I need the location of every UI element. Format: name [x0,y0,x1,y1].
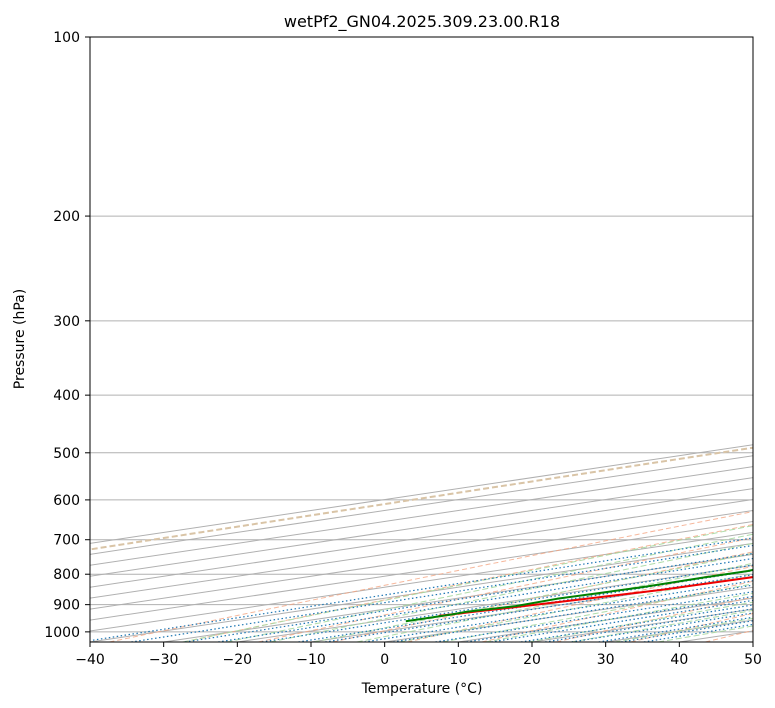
y-tick-label: 600 [53,493,80,509]
isotherm-line [90,444,753,544]
mixing-ratio-line [261,564,753,642]
chart-title: wetPf2_GN04.2025.309.23.00.R18 [284,12,560,32]
isotherm-line [531,608,753,642]
reference-curve-line [90,446,753,551]
isotherm-line [752,641,753,642]
mixing-ratio-line [491,599,753,642]
y-tick-label: 100 [53,30,80,46]
dry-adiabat-line [258,537,753,642]
isotherm-line [90,499,753,599]
isotherm-line [90,509,753,610]
temperature-line [438,576,753,617]
moist-adiabat-line [182,525,753,642]
y-tick-label: 700 [53,533,80,549]
y-tick-label: 300 [53,314,80,330]
isotherm-line [90,466,753,566]
x-axis: −40 −30 −20 −10 0 10 20 30 40 50 [75,642,762,668]
moist-adiabat-line [571,609,753,642]
mixing-ratio-line [643,623,753,642]
y-tick-label: 900 [53,598,80,614]
moist-adiabat-line [399,573,753,642]
x-tick-label: 30 [597,652,615,668]
moist-adiabat-line [226,533,753,642]
x-tick-label: −30 [149,652,179,668]
plot-frame [89,36,754,643]
mixing-ratio-line [466,595,753,642]
isotherm-line [458,597,753,642]
mixing-ratio-line [571,612,753,642]
moist-adiabat-line [313,552,753,642]
mixing-ratio-line [520,604,753,642]
isotherm-line [237,564,753,642]
isotherm-line [90,477,753,577]
profile-lines [405,568,753,623]
mixing-ratio-line [90,537,753,642]
moist-adiabat-line [485,592,753,642]
y-axis-label: Pressure (hPa) [12,289,28,389]
moist-adiabat-line [442,583,753,642]
isotherm-line [90,488,753,588]
mixing-ratio-line [218,557,753,642]
isotherm-line [90,542,753,642]
x-tick-label: 40 [670,652,688,668]
y-tick-label: 800 [53,567,80,583]
x-tick-label: 10 [449,652,467,668]
y-tick-label: 200 [53,209,80,225]
mixing-ratio-line [435,591,753,642]
dry-adiabat-line [556,596,753,642]
y-tick-label: 500 [53,446,80,462]
isotherm-line [90,455,753,555]
moist-adiabat-line [614,617,753,642]
dry-adiabat-line [407,565,753,642]
y-axis: 100 200 300 400 500 600 700 800 900 1000 [44,30,90,641]
dewpoint-line [405,568,753,623]
mixing-ratio-line [131,544,753,642]
mixing-ratio-line [545,608,753,642]
x-tick-label: −10 [296,652,326,668]
isotherm-line [90,520,753,621]
x-tick-label: 50 [744,652,762,668]
moist-adiabat-line [270,542,753,642]
isotherm-line [310,575,753,642]
x-tick-label: −20 [223,652,253,668]
isotherm-line [90,531,753,632]
isotherm-line [679,630,753,642]
x-tick-label: −40 [75,652,105,668]
y-tick-label: 1000 [44,625,80,641]
dry-adiabat-line [109,511,753,642]
background-lines [90,37,753,642]
x-axis-label: Temperature (°C) [361,681,483,697]
y-tick-label: 400 [53,388,80,404]
x-tick-label: 20 [523,652,541,668]
moist-adiabat-line [528,601,753,642]
mixing-ratio-line [184,552,753,642]
x-tick-label: 0 [380,652,389,668]
